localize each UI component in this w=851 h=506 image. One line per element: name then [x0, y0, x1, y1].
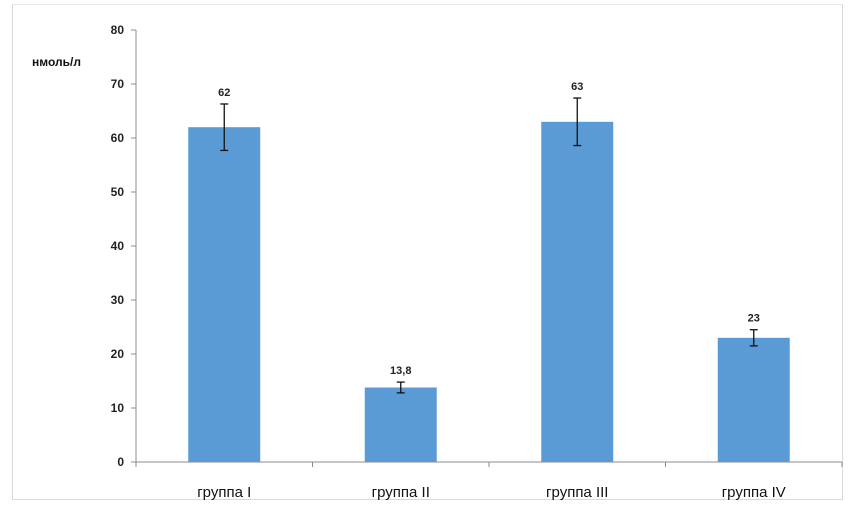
x-category-label: группа II — [372, 484, 430, 501]
bar — [541, 121, 614, 463]
x-category-label: группа I — [197, 484, 251, 501]
x-axis-category-labels: группа I группа II группа III группа IV — [135, 462, 843, 501]
data-label: 23 — [748, 313, 760, 325]
bar — [717, 337, 790, 462]
y-tick-label: 20 — [111, 347, 125, 361]
y-tick-label: 60 — [111, 131, 125, 145]
y-tick-label: 0 — [117, 455, 124, 469]
data-labels: 62 13,8 63 23 — [218, 81, 760, 377]
chart-frame — [12, 4, 843, 500]
data-label: 13,8 — [390, 365, 411, 377]
bars — [188, 121, 790, 463]
y-tick-label: 10 — [111, 401, 125, 415]
x-category-label: группа IV — [722, 484, 786, 501]
y-axis-unit-label: нмоль/л — [32, 55, 81, 69]
y-tick-label: 50 — [111, 185, 125, 199]
data-label: 62 — [218, 87, 230, 99]
data-label: 63 — [571, 81, 583, 93]
bar — [364, 387, 437, 462]
x-category-label: группа III — [546, 484, 608, 501]
y-axis-ticks: 0 10 20 30 40 50 60 70 80 — [111, 23, 136, 469]
y-tick-label: 80 — [111, 23, 125, 37]
y-tick-label: 70 — [111, 77, 125, 91]
y-tick-label: 40 — [111, 239, 125, 253]
y-tick-label: 30 — [111, 293, 125, 307]
bar — [188, 127, 261, 462]
error-bars — [220, 97, 758, 394]
